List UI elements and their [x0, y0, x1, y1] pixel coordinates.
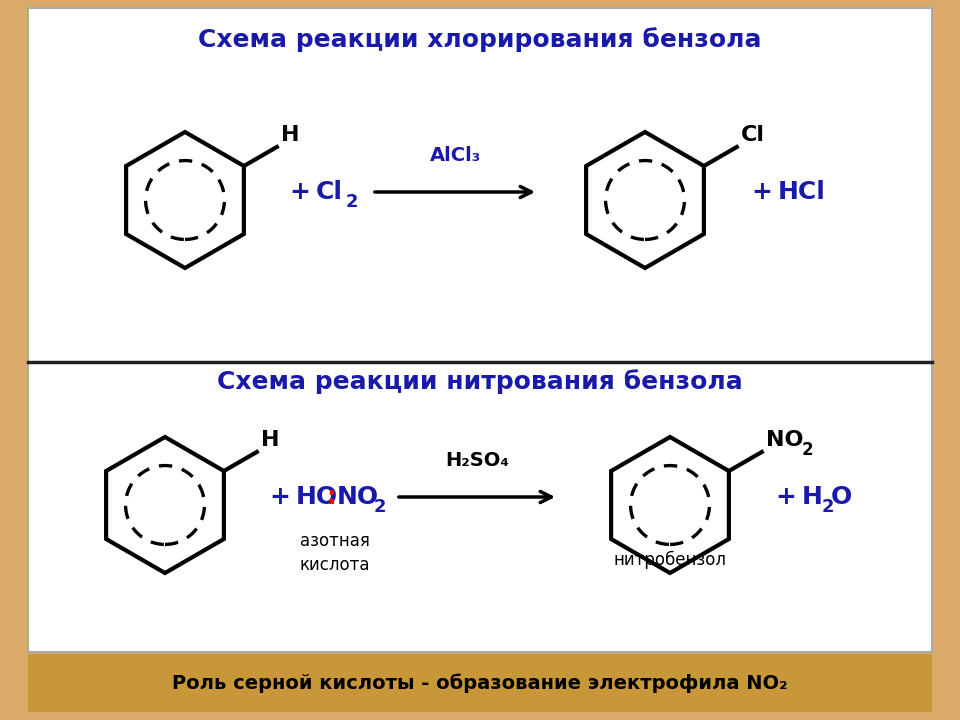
Text: NO: NO	[337, 485, 379, 509]
Text: нитробензол: нитробензол	[613, 551, 727, 569]
Text: :: :	[326, 485, 336, 509]
Text: 2: 2	[822, 498, 834, 516]
Text: +: +	[290, 180, 310, 204]
Text: Cl: Cl	[741, 125, 765, 145]
Text: Схема реакции хлорирования бензола: Схема реакции хлорирования бензола	[199, 27, 761, 53]
Text: +: +	[752, 180, 773, 204]
Text: Схема реакции нитрования бензола: Схема реакции нитрования бензола	[217, 369, 743, 395]
Text: 2: 2	[802, 441, 813, 459]
Text: 2: 2	[346, 193, 358, 211]
Text: HCl: HCl	[778, 180, 826, 204]
Text: O: O	[831, 485, 852, 509]
Text: Cl: Cl	[316, 180, 343, 204]
Text: H: H	[280, 125, 300, 145]
Bar	[28, 654, 932, 712]
Text: H: H	[802, 485, 823, 509]
Text: 2: 2	[374, 498, 387, 516]
Text: +: +	[270, 485, 291, 509]
Text: Роль серной кислоты - образование электрофила NO₂: Роль серной кислоты - образование электр…	[172, 673, 788, 693]
Text: HO: HO	[296, 485, 338, 509]
FancyBboxPatch shape	[28, 8, 932, 652]
Text: AlCl₃: AlCl₃	[429, 146, 481, 165]
Text: азотная
кислота: азотная кислота	[300, 531, 371, 575]
Text: NO: NO	[766, 430, 804, 450]
Text: H₂SO₄: H₂SO₄	[445, 451, 509, 470]
Text: +: +	[776, 485, 797, 509]
Text: H: H	[261, 430, 279, 450]
